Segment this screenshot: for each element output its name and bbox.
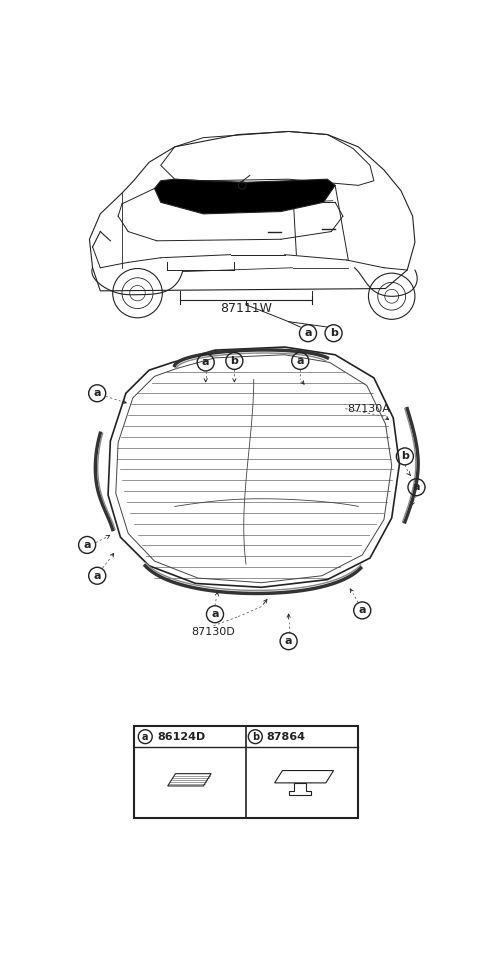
Text: b: b [230,356,238,366]
Text: a: a [202,358,209,368]
Text: a: a [94,570,101,581]
Text: a: a [142,732,148,742]
Text: 87130D: 87130D [192,627,235,637]
Text: b: b [401,452,409,462]
Text: a: a [94,388,101,398]
Text: 87864: 87864 [266,732,305,742]
Text: a: a [297,356,304,366]
Text: 87111W: 87111W [220,302,272,315]
Text: b: b [330,328,337,338]
Text: a: a [413,482,420,492]
Text: 87130A: 87130A [347,404,390,414]
Text: a: a [84,540,91,550]
Text: a: a [359,606,366,615]
Text: 86124D: 86124D [157,732,205,742]
Polygon shape [155,179,335,214]
Text: a: a [285,636,292,646]
Text: b: b [252,732,259,742]
Text: a: a [304,328,312,338]
Text: a: a [211,610,219,619]
